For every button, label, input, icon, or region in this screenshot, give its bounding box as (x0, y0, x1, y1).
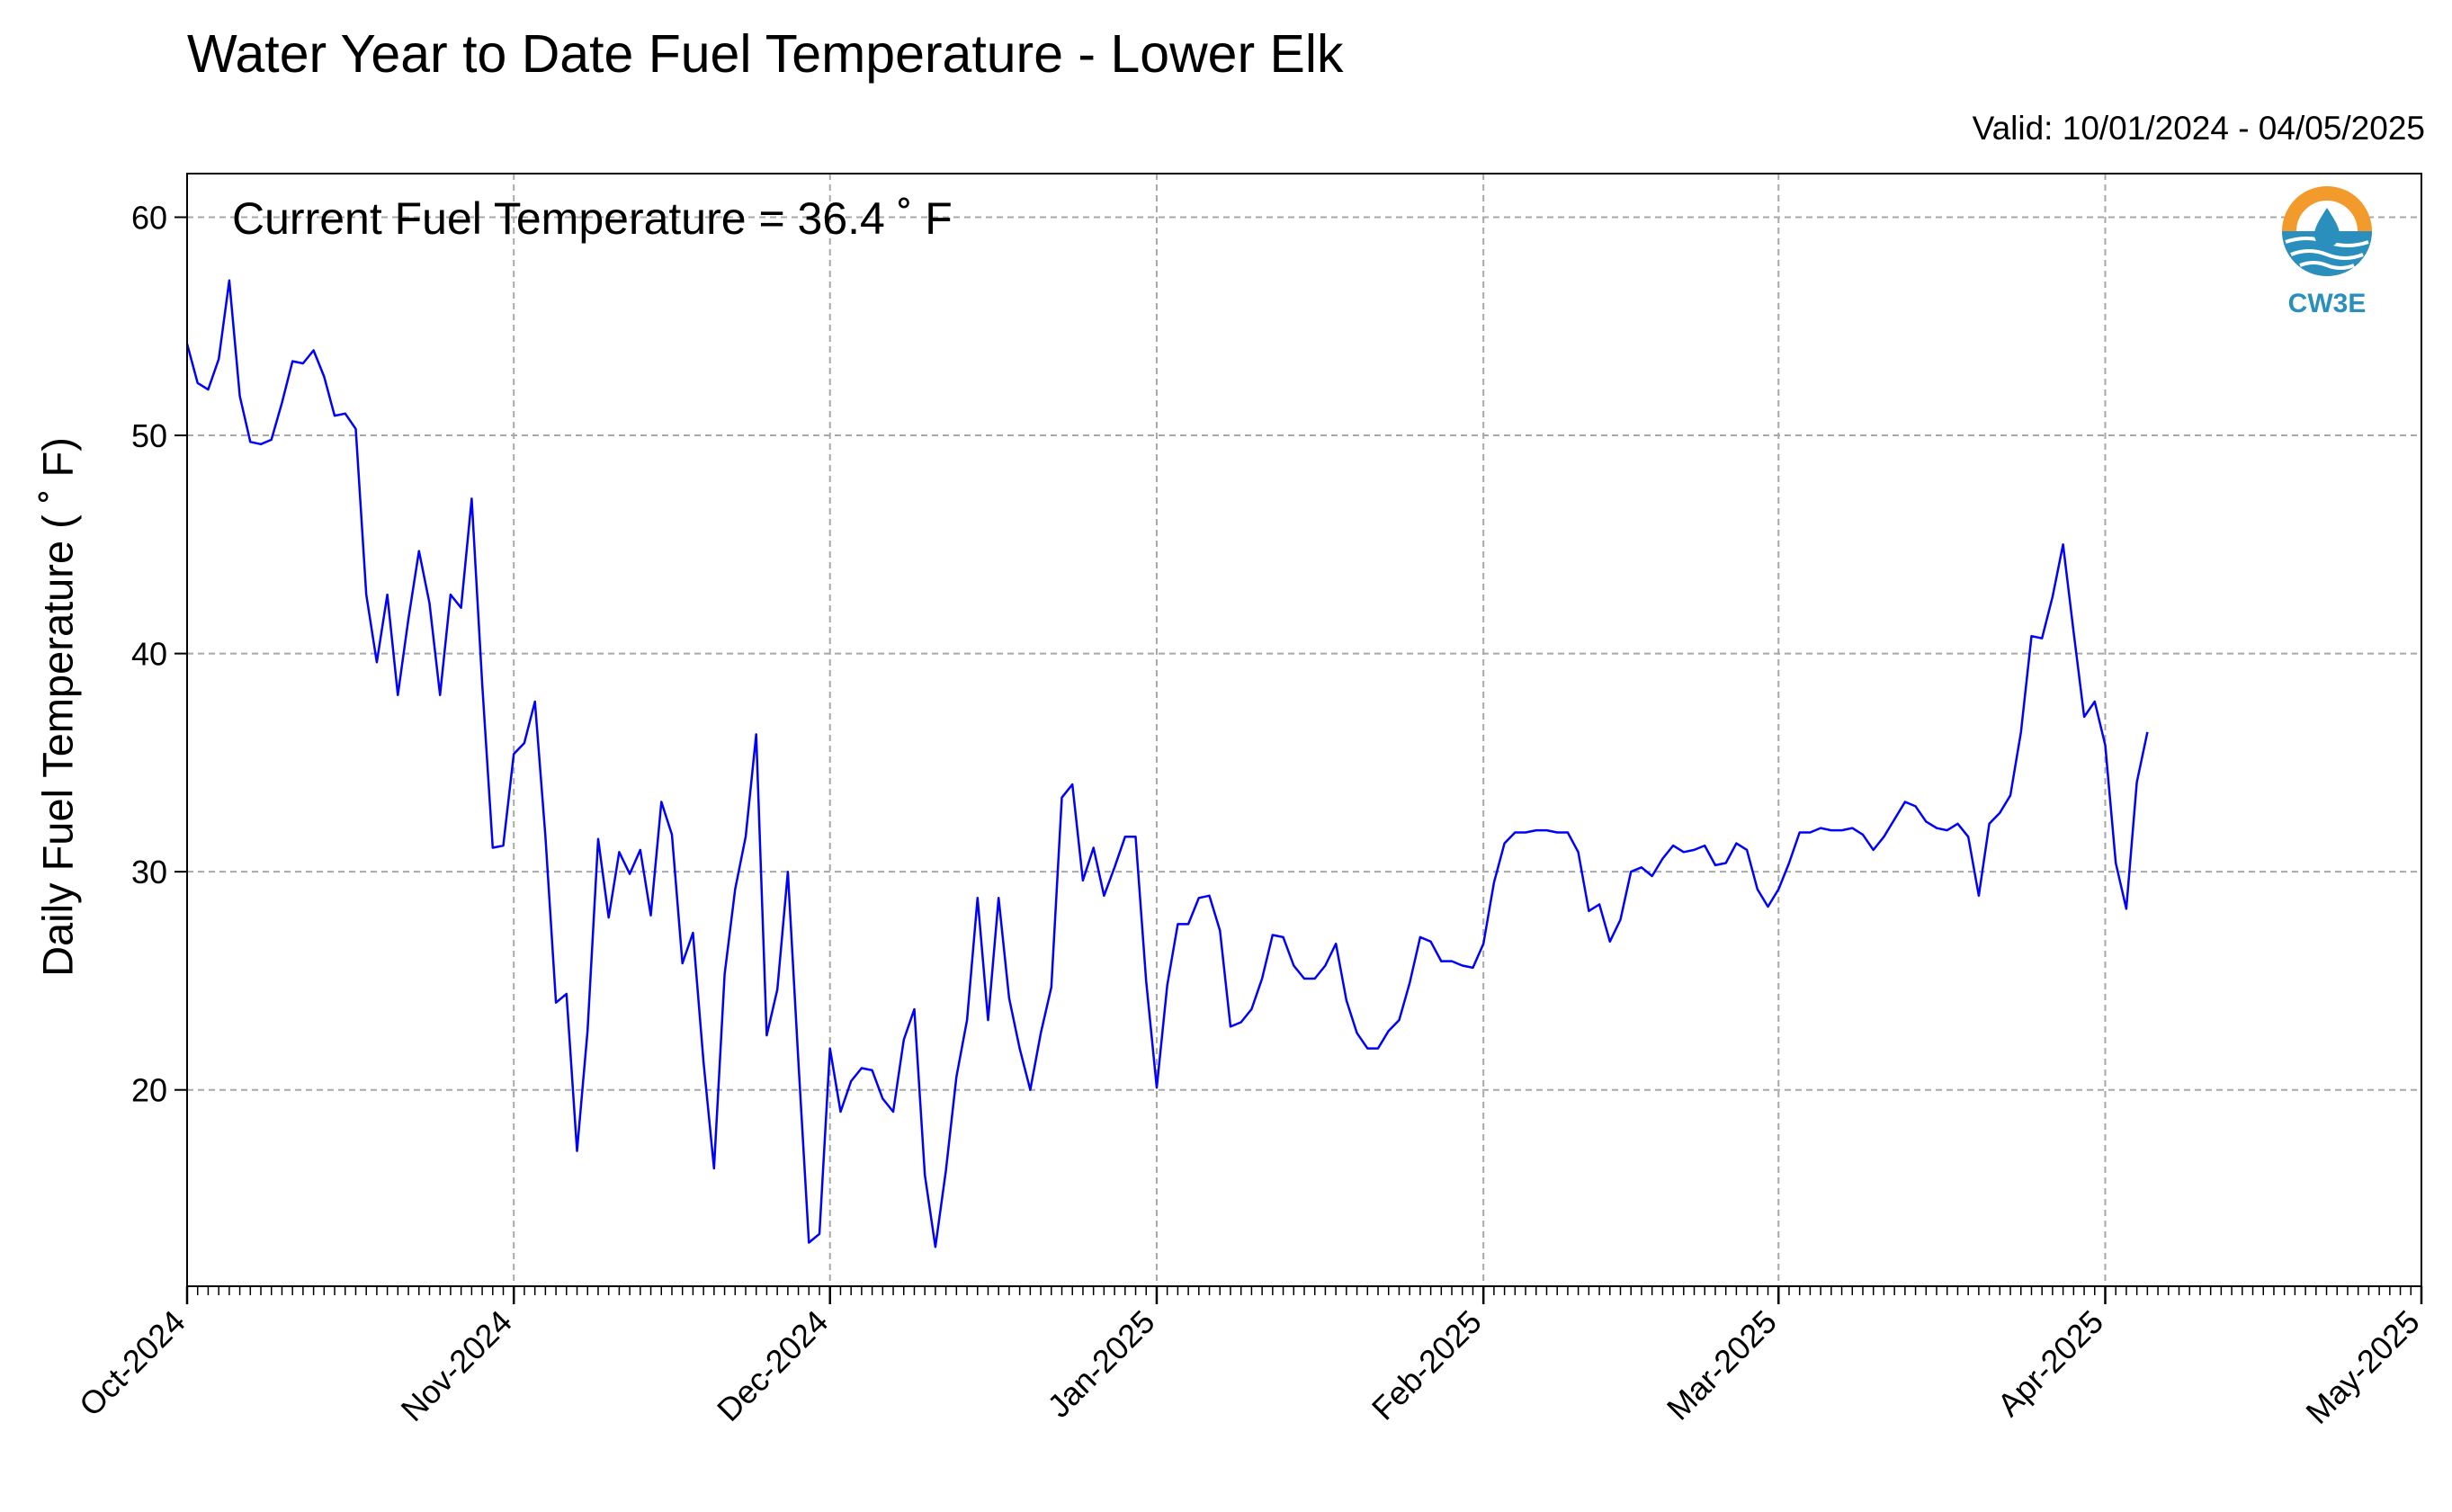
axis-major-ticks (175, 216, 2423, 1304)
x-tick-label: May-2025 (2298, 1303, 2426, 1431)
cw3e-logo: CW3E (2282, 186, 2372, 318)
x-minor-ticks (186, 1286, 2422, 1295)
x-tick-labels: Oct-2024 Nov-2024 Dec-2024 Jan-2025 Feb-2025… (72, 1303, 2427, 1431)
grid-lines (187, 174, 2421, 1286)
current-temperature-annotation: Current Fuel Temperature = 36.4 ˚ F (232, 193, 953, 244)
logo-text: CW3E (2288, 289, 2367, 318)
chart-title: Water Year to Date Fuel Temperature - Lo… (187, 24, 1344, 84)
y-tick-label: 40 (131, 636, 167, 673)
x-tick-label: Oct-2024 (72, 1303, 192, 1424)
x-tick-label: Mar-2025 (1660, 1303, 1784, 1427)
x-tick-label: Nov-2024 (394, 1303, 519, 1428)
valid-date-range: Valid: 10/01/2024 - 04/05/2025 (1972, 110, 2425, 147)
x-tick-label: Apr-2025 (1990, 1303, 2110, 1424)
fuel-temperature-line (185, 279, 2149, 1248)
x-tick-label: Jan-2025 (1040, 1303, 1161, 1425)
y-tick-labels: 20 30 40 50 60 (131, 200, 167, 1109)
y-tick-label: 50 (131, 417, 167, 454)
y-tick-label: 20 (131, 1072, 167, 1109)
plot-frame (186, 173, 2422, 1287)
y-tick-label: 30 (131, 854, 167, 890)
series-layer (185, 279, 2149, 1248)
y-tick-label: 60 (131, 200, 167, 237)
logo-water-drop-icon (2314, 208, 2340, 247)
x-tick-label: Feb-2025 (1365, 1303, 1489, 1427)
x-tick-label: Dec-2024 (710, 1303, 835, 1428)
